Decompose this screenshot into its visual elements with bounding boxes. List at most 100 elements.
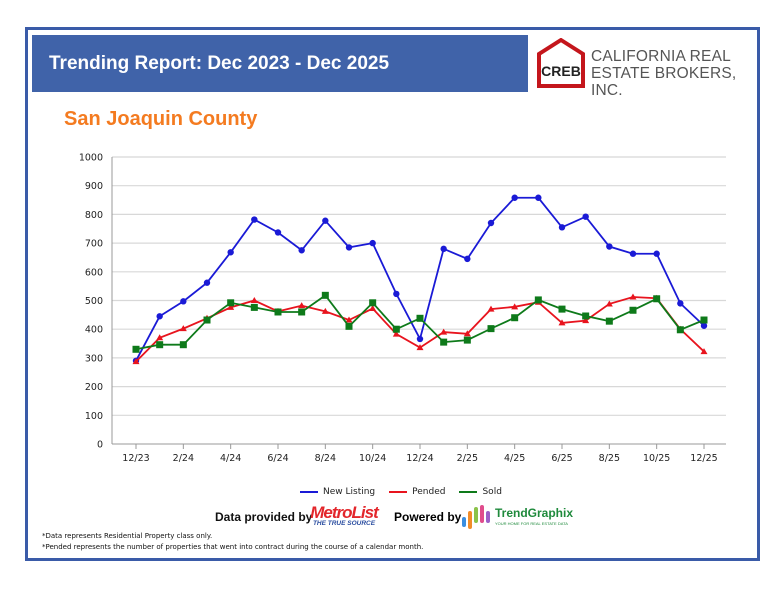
point-new-listing [345,244,353,251]
trendgraphix-logo: TrendGraphix [495,506,574,520]
point-sold [250,303,258,311]
point-sold [416,314,424,322]
x-tick-label: 2/24 [173,453,194,464]
point-pended [629,293,637,300]
point-pended [298,302,306,309]
point-pended [250,297,258,303]
point-pended [156,334,164,341]
point-sold [629,306,637,314]
y-tick-label: 600 [85,267,103,278]
y-tick-label: 800 [85,210,103,221]
point-sold [534,296,542,304]
legend-pended: Pended [389,487,445,497]
point-sold [132,345,140,353]
y-tick-label: 100 [85,411,103,422]
point-sold [156,341,164,349]
point-pended [511,303,519,310]
footnote-1: *Data represents Residential Property cl… [42,532,213,540]
x-tick-label: 8/24 [315,453,336,464]
point-new-listing [606,243,613,250]
point-new-listing [440,245,447,253]
point-new-listing [180,298,187,305]
point-pended [487,305,495,312]
x-tick-label: 10/24 [359,453,386,464]
point-sold [487,325,495,333]
point-new-listing [535,194,542,201]
x-tick-label: 12/25 [690,453,717,464]
powered-by: Powered by [394,510,462,524]
point-sold [511,314,519,322]
point-new-listing [369,239,376,247]
y-tick-label: 500 [85,296,103,307]
x-tick-label: 4/25 [504,453,525,464]
point-new-listing [274,229,282,236]
data-provided-by: Data provided by [215,510,313,524]
point-pended [321,307,329,314]
point-sold [463,336,471,344]
point-pended [416,344,424,351]
trendgraphix-tagline: YOUR HOME FOR REAL ESTATE DATA [495,521,568,526]
point-new-listing [677,300,684,307]
point-new-listing [298,247,305,254]
x-tick-label: 2/25 [457,453,478,464]
point-pended [558,319,566,326]
point-new-listing [464,255,471,263]
point-sold [700,316,708,324]
point-sold [558,305,566,313]
point-new-listing [156,313,163,320]
logo-line-2: ESTATE BROKERS, INC. [591,65,737,99]
creb-logo: CREB CALIFORNIA REAL ESTATE BROKERS, INC. [537,38,752,99]
x-tick-label: 10/25 [643,453,670,464]
point-sold [321,291,329,299]
point-new-listing [653,250,660,257]
logo-line-1: CALIFORNIA REAL [591,48,731,65]
point-pended [605,300,613,307]
point-sold [298,308,306,316]
point-sold [653,295,661,303]
trendgraphix-icon [462,505,490,529]
point-pended [227,303,235,310]
county-title: San Joaquin County [64,108,258,130]
creb-house-icon: CREB [537,38,585,88]
x-tick-label: 6/25 [551,453,572,464]
point-pended [179,325,187,332]
legend-sold: Sold [459,487,502,497]
point-new-listing [251,216,258,223]
point-new-listing [393,290,400,298]
point-sold [605,317,613,325]
point-new-listing [558,224,566,231]
point-new-listing [227,249,234,256]
metrolist-logo: MetroList THE TRUE SOURCE [310,503,379,527]
point-new-listing [511,194,518,201]
y-tick-label: 0 [97,440,103,451]
y-tick-label: 1000 [79,153,103,164]
x-tick-label: 12/24 [406,453,433,464]
point-sold [227,299,235,307]
x-tick-label: 6/24 [267,453,288,464]
y-tick-label: 700 [85,239,103,250]
point-new-listing [487,219,495,227]
point-new-listing [700,322,708,329]
point-sold [274,308,282,316]
y-tick-label: 200 [85,382,103,393]
svg-text:CREB: CREB [541,63,581,79]
y-tick-label: 900 [85,181,103,192]
point-pended [345,316,353,323]
point-pended [440,328,448,335]
point-sold [440,338,448,346]
point-new-listing [629,250,637,257]
point-new-listing [416,335,424,343]
x-tick-label: 8/25 [599,453,620,464]
point-pended [392,330,400,337]
point-sold [179,341,187,349]
point-sold [582,312,590,320]
legend-new-listing: New Listing [300,487,375,497]
report-title: Trending Report: Dec 2023 - Dec 2025 [32,35,528,92]
point-pended [700,348,708,355]
report-frame [25,27,760,561]
chart-legend: New Listing Pended Sold [300,487,502,497]
x-tick-label: 4/24 [220,453,241,464]
point-new-listing [582,213,589,220]
point-pended [369,305,377,312]
